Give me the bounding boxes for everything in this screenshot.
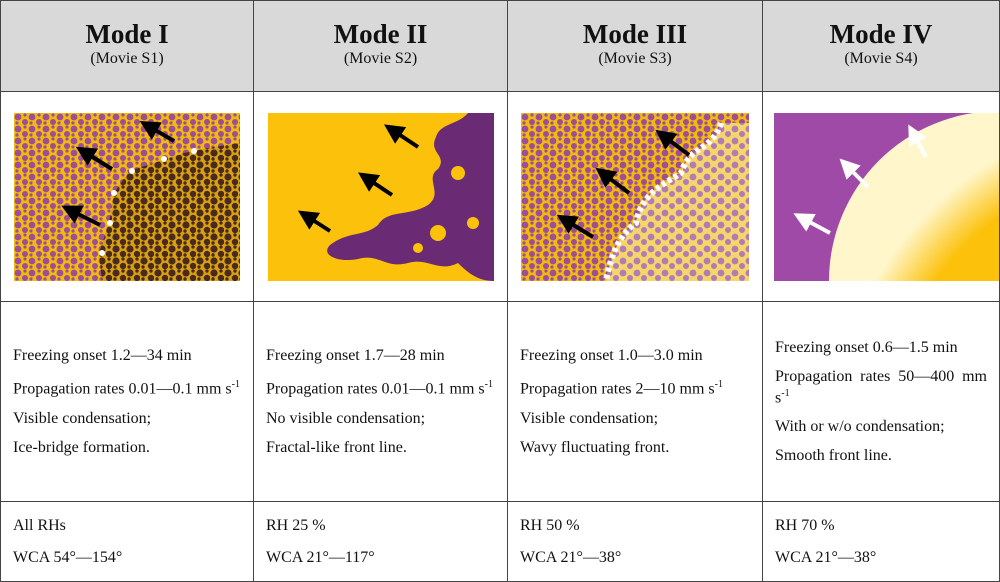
header-cell: Mode III(Movie S3) xyxy=(508,1,763,92)
note: Propagation rates 2—10 mm s-1 xyxy=(520,376,750,397)
image-cell xyxy=(0,92,254,302)
mode-title: Mode II xyxy=(254,19,507,49)
table: Mode I(Movie S1) Mode II(Movie S2) Mode … xyxy=(0,0,1000,581)
note: With or w/o condensation; xyxy=(775,418,987,435)
mode-iii-image xyxy=(521,113,749,281)
condition: WCA 21°—117° xyxy=(266,549,495,567)
note-text: Propagation rates 0.01—0.1 mm s xyxy=(13,381,232,398)
header-cell: Mode IV(Movie S4) xyxy=(763,1,1000,92)
note-sup: -1 xyxy=(715,379,723,390)
header-cell: Mode I(Movie S1) xyxy=(0,1,254,92)
note: Freezing onset 1.2—34 min xyxy=(13,347,241,364)
image-cell xyxy=(254,92,508,302)
condition: WCA 54°—154° xyxy=(13,549,241,567)
note: Freezing onset 0.6—1.5 min xyxy=(775,339,987,356)
movie-label: (Movie S2) xyxy=(254,49,507,69)
condition: RH 25 % xyxy=(266,517,495,535)
mode-title: Mode I xyxy=(1,19,253,49)
note-sup: -1 xyxy=(485,379,493,390)
note-sup: -1 xyxy=(232,379,240,390)
note: Propagation rates 50—400 mm s-1 xyxy=(775,368,987,406)
conditions-cell: RH 70 % WCA 21°—38° xyxy=(763,502,1000,582)
notes-cell: Freezing onset 0.6—1.5 min Propagation r… xyxy=(763,302,1000,502)
movie-label: (Movie S4) xyxy=(763,49,999,69)
mode-iv-image xyxy=(774,113,999,281)
mode-title: Mode IV xyxy=(763,19,999,49)
movie-label: (Movie S3) xyxy=(508,49,762,69)
condition: RH 70 % xyxy=(775,517,987,535)
note-text: Propagation rates 0.01—0.1 mm s xyxy=(266,381,485,398)
note: Wavy fluctuating front. xyxy=(520,439,750,456)
image-cell xyxy=(508,92,763,302)
header-cell: Mode II(Movie S2) xyxy=(254,1,508,92)
note: Fractal-like front line. xyxy=(266,439,495,456)
note: Ice-bridge formation. xyxy=(13,439,241,456)
note-sup: -1 xyxy=(781,388,789,399)
mode-title: Mode III xyxy=(508,19,762,49)
note-text: Propagation rates 2—10 mm s xyxy=(520,381,715,398)
condition: RH 50 % xyxy=(520,517,750,535)
condition: All RHs xyxy=(13,517,241,535)
condition: WCA 21°—38° xyxy=(520,549,750,567)
notes-cell: Freezing onset 1.7—28 min Propagation ra… xyxy=(254,302,508,502)
conditions-cell: All RHs WCA 54°—154° xyxy=(0,502,254,582)
note: Visible condensation; xyxy=(13,410,241,427)
mode-i-image xyxy=(14,113,240,281)
notes-cell: Freezing onset 1.2—34 min Propagation ra… xyxy=(0,302,254,502)
note: Smooth front line. xyxy=(775,447,987,464)
mode-ii-image xyxy=(268,113,494,281)
note: Freezing onset 1.7—28 min xyxy=(266,347,495,364)
notes-cell: Freezing onset 1.0—3.0 min Propagation r… xyxy=(508,302,763,502)
note: Propagation rates 0.01—0.1 mm s-1 xyxy=(13,376,241,397)
conditions-cell: RH 50 % WCA 21°—38° xyxy=(508,502,763,582)
note: Propagation rates 0.01—0.1 mm s-1 xyxy=(266,376,495,397)
note: Freezing onset 1.0—3.0 min xyxy=(520,347,750,364)
note-text: Propagation rates 50—400 mm s xyxy=(775,368,987,406)
movie-label: (Movie S1) xyxy=(1,49,253,69)
conditions-cell: RH 25 % WCA 21°—117° xyxy=(254,502,508,582)
condition: WCA 21°—38° xyxy=(775,549,987,567)
note: No visible condensation; xyxy=(266,410,495,427)
image-cell xyxy=(763,92,1000,302)
note: Visible condensation; xyxy=(520,410,750,427)
